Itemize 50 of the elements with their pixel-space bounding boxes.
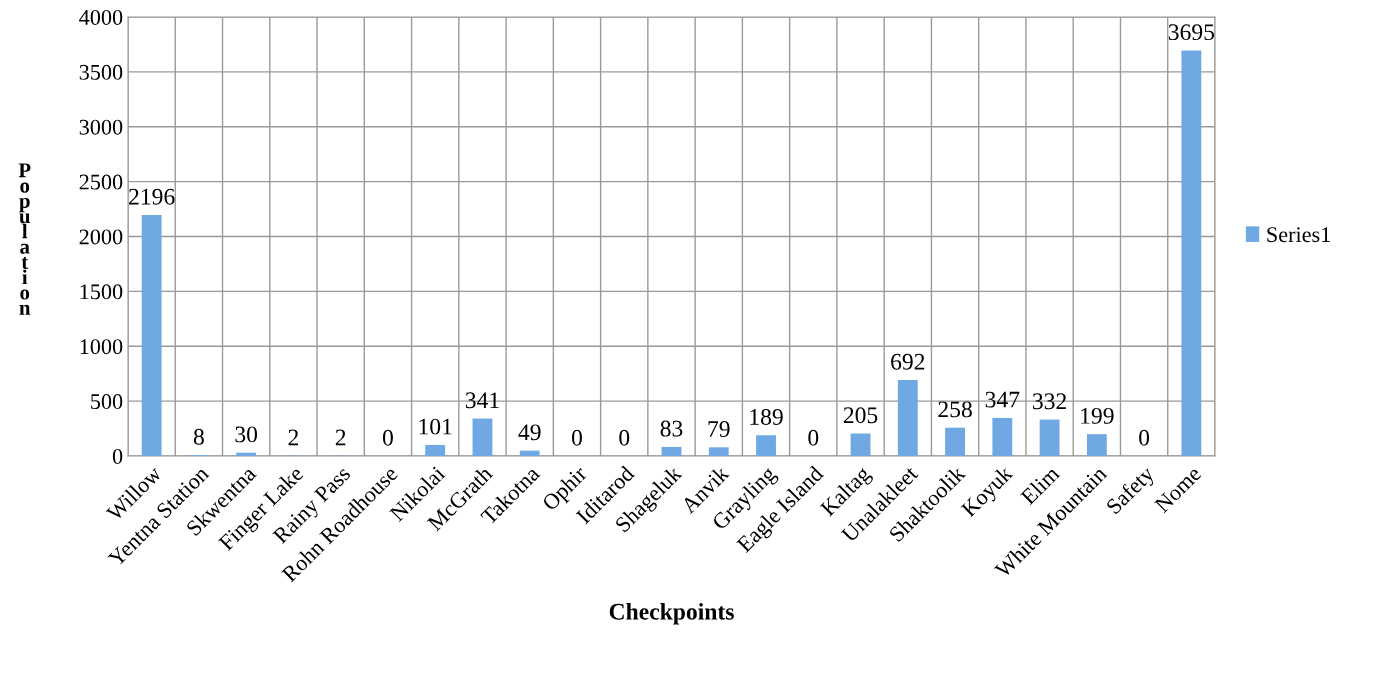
data-label: 2 (288, 429, 299, 446)
data-label: 2 (335, 429, 346, 446)
y-tick-label: 1000 (80, 339, 123, 355)
data-label: 341 (465, 392, 499, 409)
data-label: 30 (235, 426, 258, 443)
data-label: 199 (1081, 407, 1114, 424)
data-label: 0 (619, 429, 630, 446)
data-label: 2196 (129, 188, 175, 205)
bar (992, 417, 1013, 456)
bar (236, 452, 257, 456)
data-label: 0 (382, 429, 393, 446)
bar (1039, 419, 1060, 456)
y-tick-label: 3000 (79, 119, 123, 135)
data-label: 79 (708, 421, 730, 437)
y-tick-label: 2500 (79, 174, 123, 190)
bar (661, 446, 682, 456)
data-label: 258 (938, 401, 972, 418)
data-label: 0 (808, 429, 819, 446)
data-label: 83 (660, 420, 683, 437)
y-tick-label: 1500 (80, 284, 123, 300)
data-label: 101 (419, 418, 452, 435)
data-label: 347 (985, 391, 1020, 408)
y-tick-label: 4000 (79, 9, 123, 25)
y-tick-label: 0 (112, 448, 123, 464)
data-label: 189 (750, 408, 783, 425)
data-label: 0 (1139, 429, 1150, 446)
y-tick-label: 2000 (79, 229, 123, 245)
bar (1181, 50, 1202, 456)
bar (708, 447, 729, 456)
data-label: 3695 (1168, 24, 1215, 41)
data-label: 8 (193, 428, 204, 445)
legend-label: Series1 (1267, 227, 1330, 243)
data-label: 692 (891, 353, 925, 370)
data-label: 205 (843, 407, 878, 424)
bar (141, 214, 162, 456)
bar (519, 450, 540, 456)
bar (756, 435, 776, 456)
bar (1086, 434, 1107, 456)
bar (425, 444, 446, 456)
data-label: 0 (571, 429, 582, 446)
y-tick-label: 500 (91, 394, 123, 410)
bar (897, 380, 918, 456)
y-tick-label: 3500 (79, 64, 123, 80)
data-label: 332 (1033, 393, 1066, 410)
bar (472, 418, 493, 456)
bar (945, 427, 965, 456)
x-axis-title: Checkpoints (609, 603, 734, 625)
data-label: 49 (518, 424, 541, 441)
bar (850, 433, 871, 456)
text: Population (18, 163, 31, 315)
